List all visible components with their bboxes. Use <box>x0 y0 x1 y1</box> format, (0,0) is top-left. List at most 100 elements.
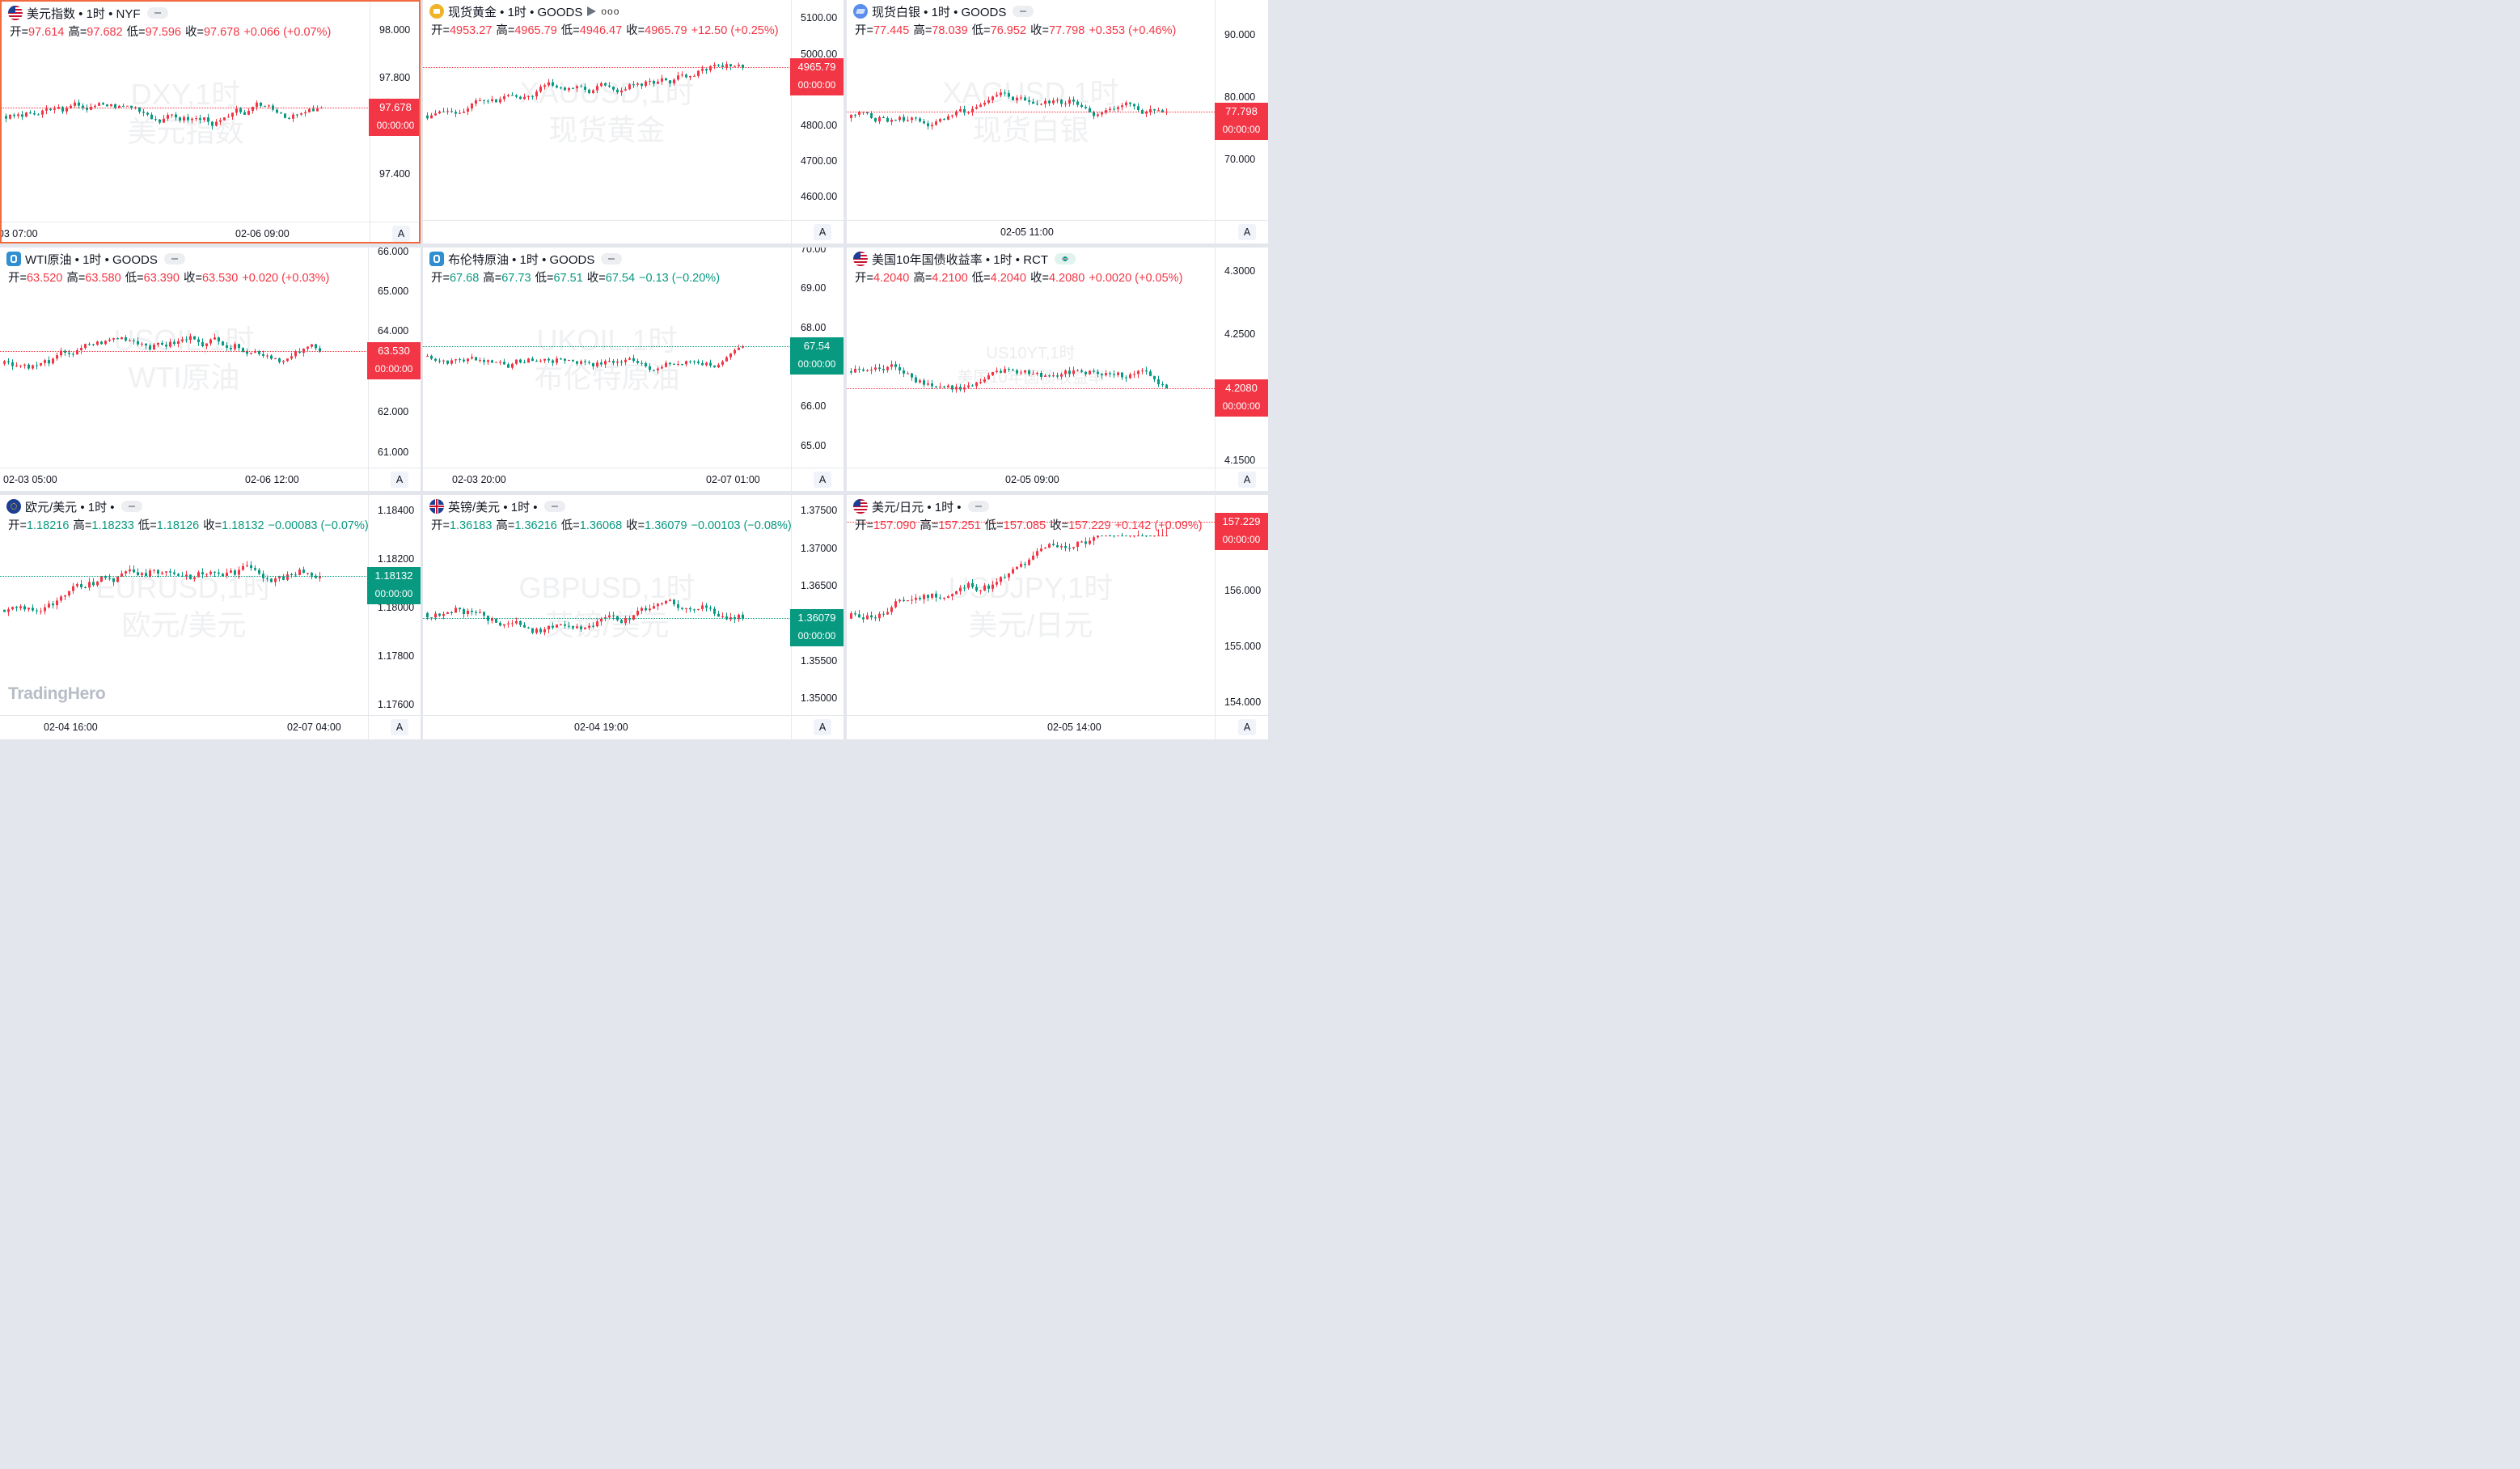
symbol-header[interactable]: 现货白银 • 1时 • GOODS <box>853 2 1034 20</box>
candle-body <box>947 596 949 599</box>
chart-panel[interactable]: DXY,1时 美元指数 美元指数 • 1时 • NYF 开=97.614 高=97.68… <box>0 0 421 243</box>
time-axis[interactable] <box>423 715 844 716</box>
candle-body <box>539 629 542 633</box>
auto-scale-button[interactable]: A <box>814 719 831 735</box>
us-flag-icon <box>8 6 23 20</box>
price-tick-label: 97.400 <box>379 168 411 180</box>
symbol-header[interactable]: 布伦特原油 • 1时 • GOODS <box>429 250 623 268</box>
auto-scale-button[interactable]: A <box>391 719 408 735</box>
candle-body <box>459 607 461 610</box>
more-options-icon[interactable]: ооо <box>601 6 620 17</box>
symbol-header[interactable]: 英镑/美元 • 1时 • <box>429 497 565 515</box>
chart-panel[interactable]: USDJPY,1时 美元/日元 美元/日元 • 1时 • 开=157.090 高=157… <box>847 495 1268 739</box>
candle-body <box>463 359 465 362</box>
candlestick-series[interactable] <box>423 0 791 220</box>
auto-scale-button[interactable]: A <box>391 472 408 488</box>
time-tick-label: 02-06 12:00 <box>245 474 299 485</box>
market-status-pill[interactable] <box>967 501 989 512</box>
market-status-pill[interactable] <box>121 501 142 512</box>
candle-body <box>882 116 885 118</box>
candle-body <box>315 344 317 349</box>
candlestick-series[interactable] <box>847 248 1215 468</box>
chart-panel[interactable]: UKOIL,1时 布伦特原油 布伦特原油 • 1时 • GOODS 开=67.68 高=… <box>423 248 844 491</box>
candle-body <box>923 595 925 599</box>
candle-body <box>882 613 885 615</box>
candle-body <box>939 597 941 599</box>
auto-scale-button[interactable]: A <box>814 472 831 488</box>
candlestick-series[interactable] <box>423 248 791 468</box>
candle-body <box>987 585 990 589</box>
market-status-pill[interactable] <box>163 253 185 265</box>
symbol-header[interactable]: 美元/日元 • 1时 • <box>853 497 989 515</box>
candle-body <box>84 344 87 349</box>
time-axis[interactable] <box>423 220 844 221</box>
candle-body <box>915 377 917 383</box>
flag-marker-icon[interactable] <box>587 6 597 16</box>
auto-scale-button[interactable]: A <box>814 224 831 240</box>
price-tick-label: 64.000 <box>378 325 409 337</box>
candle-body <box>894 601 897 607</box>
symbol-header[interactable]: 欧元/美元 • 1时 • <box>6 497 142 515</box>
candle-body <box>854 613 856 615</box>
candle-body <box>76 584 78 586</box>
candle-body <box>919 118 921 122</box>
candle-body <box>515 359 518 364</box>
chart-panel[interactable]: XAGUSD,1时 现货白银 现货白银 • 1时 • GOODS 开=77.445 高=… <box>847 0 1268 243</box>
market-status-pill[interactable] <box>1055 253 1076 265</box>
candle-body <box>1032 101 1034 104</box>
symbol-header[interactable]: 美元指数 • 1时 • NYF <box>8 4 168 22</box>
symbol-header[interactable]: WTI原油 • 1时 • GOODS <box>6 250 185 268</box>
candle-body <box>467 108 469 112</box>
chart-panel[interactable]: XAUUSD,1时 现货黄金 现货黄金 • 1时 • GOODS ооо 开=4953.… <box>423 0 844 243</box>
candlestick-series[interactable] <box>2 2 370 222</box>
candle-body <box>681 607 683 609</box>
candlestick-series[interactable] <box>847 0 1215 220</box>
auto-scale-button[interactable]: A <box>392 226 410 242</box>
chart-panel[interactable]: USOIL,1时 WTI原油 WTI原油 • 1时 • GOODS 开=63.520 高… <box>0 248 421 491</box>
candle-body <box>459 359 461 361</box>
price-axis[interactable] <box>1215 248 1216 491</box>
time-axis[interactable] <box>847 715 1268 716</box>
candle-body <box>219 120 222 122</box>
candle-body <box>74 102 76 106</box>
candle-body <box>1093 112 1095 116</box>
candle-body <box>268 105 270 107</box>
auto-scale-button[interactable]: A <box>1238 472 1256 488</box>
candle-body <box>951 594 953 597</box>
candle-body <box>677 604 679 608</box>
market-status-pill[interactable] <box>1013 6 1034 17</box>
time-axis[interactable] <box>0 715 421 716</box>
price-axis[interactable] <box>791 0 792 243</box>
symbol-header[interactable]: 美国10年国债收益率 • 1时 • RCT <box>853 250 1076 268</box>
candle-body <box>874 117 877 122</box>
chart-panel[interactable]: GBPUSD,1时 英镑/美元 英镑/美元 • 1时 • 开=1.36183 高=1.3… <box>423 495 844 739</box>
auto-scale-button[interactable]: A <box>1238 719 1256 735</box>
ohlc-legend: 开=4953.27 高=4965.79 低=4946.47 收=4965.79 +12.… <box>431 24 779 37</box>
candle-body <box>709 607 712 609</box>
candlestick-series[interactable] <box>847 495 1215 715</box>
ohlc-legend: 开=77.445 高=78.039 低=76.952 收=77.798 +0.353 (… <box>855 24 1177 37</box>
market-status-pill[interactable] <box>601 253 623 265</box>
market-status-pill[interactable] <box>543 501 565 512</box>
price-axis[interactable] <box>1215 495 1216 739</box>
candle-body <box>234 570 236 575</box>
price-axis[interactable] <box>368 495 369 739</box>
candle-body <box>523 362 526 364</box>
auto-scale-button[interactable]: A <box>1238 224 1256 240</box>
last-price-label: 4.2080 00:00:00 <box>1215 379 1268 417</box>
candle-body <box>592 625 594 627</box>
market-status-pill[interactable] <box>146 7 168 19</box>
time-axis[interactable] <box>847 220 1268 221</box>
chart-panel[interactable]: US10YT,1时 美国10年国债收益率 美国10年国债收益率 • 1时 • RCT… <box>847 248 1268 491</box>
candle-body <box>45 108 48 111</box>
chart-panel[interactable]: EURUSD,1时 欧元/美元 欧元/美元 • 1时 • 开=1.18216 高=1.1… <box>0 495 421 739</box>
time-tick-label: 02-07 01:00 <box>706 474 760 485</box>
candlestick-series[interactable] <box>0 248 368 468</box>
candle-body <box>125 571 127 574</box>
ohlc-legend: 开=67.68 高=67.73 低=67.51 收=67.54 −0.13 (−0.20… <box>431 272 721 285</box>
candle-body <box>278 358 281 362</box>
last-price-label: 77.798 00:00:00 <box>1215 103 1268 140</box>
symbol-header[interactable]: 现货黄金 • 1时 • GOODS ооо <box>429 2 619 20</box>
candle-body <box>951 115 953 116</box>
candlestick-series[interactable] <box>0 495 368 715</box>
